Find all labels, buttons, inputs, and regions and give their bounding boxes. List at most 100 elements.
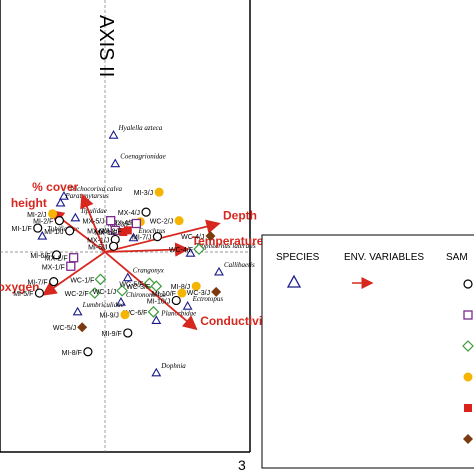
site-label: WC-5/F (119, 281, 143, 288)
site-marker (34, 288, 45, 298)
species-label: Trichocorixa calva (69, 185, 123, 193)
species-label: Ectrotopus (192, 295, 224, 303)
species-marker (37, 230, 48, 240)
species-marker (151, 367, 162, 377)
legend-sample-symbol (462, 340, 474, 352)
env-label: Conductivity (200, 314, 273, 328)
species-label: Enochrus (138, 227, 166, 235)
legend-header-samples: SAM (446, 252, 468, 263)
legend: SPECIES ENV. VARIABLES SAM (261, 234, 474, 469)
legend-sample-symbol (463, 372, 473, 382)
legend-header-env: ENV. VARIABLES (344, 252, 424, 263)
site-label: WC-2/F (65, 291, 89, 298)
site-label: MI-5/J (88, 244, 107, 251)
site-label: WC-2/J (150, 219, 173, 226)
site-label: WC-5/J (53, 325, 76, 332)
species-marker (151, 315, 162, 324)
site-marker (66, 261, 76, 271)
site-label: MI-1/F (12, 226, 32, 233)
site-marker (54, 216, 65, 226)
site-marker (120, 310, 130, 320)
env-variable-layer: % coverheightDepthTemperaturelved oxygen… (0, 180, 273, 331)
site-marker (48, 209, 58, 219)
site-marker (69, 253, 79, 263)
site-label: MI-3/J (134, 190, 153, 197)
site-label: MI-9/F (102, 331, 122, 338)
site-label: WC-4/F (169, 247, 193, 254)
site-label: MI-5/F (13, 291, 33, 298)
legend-sample-symbol (463, 434, 473, 444)
site-marker (119, 228, 128, 237)
site-marker (116, 284, 128, 297)
legend-symbols (286, 274, 474, 444)
site-label: MX-5/J (83, 219, 105, 226)
species-label: Lumbriculidae (82, 301, 124, 309)
site-label: MI-6/F (30, 253, 50, 260)
species-label: Chironomidae (126, 291, 166, 299)
species-marker (70, 212, 81, 222)
species-label: Tubificidae (47, 225, 79, 233)
species-marker (116, 297, 126, 306)
site-label: MI-10/F (152, 291, 176, 298)
plot-area: AXIS II Hyalella azteca Coenagrionidae Tri… (0, 0, 273, 473)
site-label: MX-4/F (111, 220, 134, 227)
env-label: lved oxygen (0, 280, 39, 294)
site-label: WC-1/F (70, 277, 94, 284)
species-marker (110, 158, 121, 168)
env-vector (80, 193, 106, 253)
site-marker (147, 306, 160, 318)
axis-ii-title: AXIS II (95, 15, 117, 77)
site-label: MI-2/F (33, 219, 53, 226)
site-marker (150, 280, 163, 293)
site-marker (191, 281, 201, 291)
site-marker (94, 273, 107, 286)
legend-sample-symbol (464, 404, 472, 412)
site-label: WC-1/J (93, 289, 116, 296)
species-marker (182, 301, 193, 310)
species-marker (72, 306, 83, 316)
site-marker (154, 187, 164, 197)
species-label: Dophnia (160, 362, 186, 370)
site-marker (77, 322, 88, 333)
species-label: Callibaetis (224, 261, 255, 269)
site-marker (131, 218, 142, 229)
species-marker (122, 272, 133, 282)
site-label: MX-1/J (87, 237, 109, 244)
site-marker (65, 226, 75, 236)
species-marker (128, 232, 139, 242)
site-label: MI-7/J (132, 235, 151, 242)
site-label: MI-9/J (99, 313, 118, 320)
site-marker (193, 243, 205, 255)
site-layer: MI-3/J MX-4/J MX-4/FMX-3/F WC-2/J MI-7/J MI-2… (12, 187, 222, 357)
site-marker (205, 231, 216, 242)
legend-sample-symbol (463, 310, 473, 320)
species-label: Hyalella azteca (118, 124, 163, 132)
site-marker (88, 287, 101, 299)
site-marker (83, 347, 93, 357)
species-label: Tipulidae (80, 207, 106, 215)
site-label: MI-7/F (27, 280, 47, 287)
site-label: WC-3/F (126, 284, 150, 291)
site-marker (141, 207, 151, 217)
site-label: MX-2/J (87, 228, 109, 235)
species-label: Crangonyx (133, 267, 165, 275)
site-marker (108, 241, 119, 251)
species-label: Tropisternus lateralis (196, 242, 257, 250)
env-label: % cover (32, 180, 78, 194)
env-vector (104, 219, 221, 253)
site-marker (51, 250, 62, 260)
site-marker (211, 286, 222, 297)
site-marker (49, 277, 59, 287)
env-vector (41, 251, 106, 296)
legend-header-species: SPECIES (276, 252, 320, 263)
site-label: MI-1/J (44, 229, 63, 236)
site-label: MI-2/J (27, 212, 46, 219)
site-marker (174, 216, 184, 226)
site-label: MX-1/F (94, 230, 117, 237)
site-marker (123, 226, 132, 235)
env-label: height (11, 196, 47, 210)
site-label: MX-4/J (118, 210, 140, 217)
site-label: MI-8/F (62, 350, 82, 357)
legend-box (261, 234, 474, 469)
